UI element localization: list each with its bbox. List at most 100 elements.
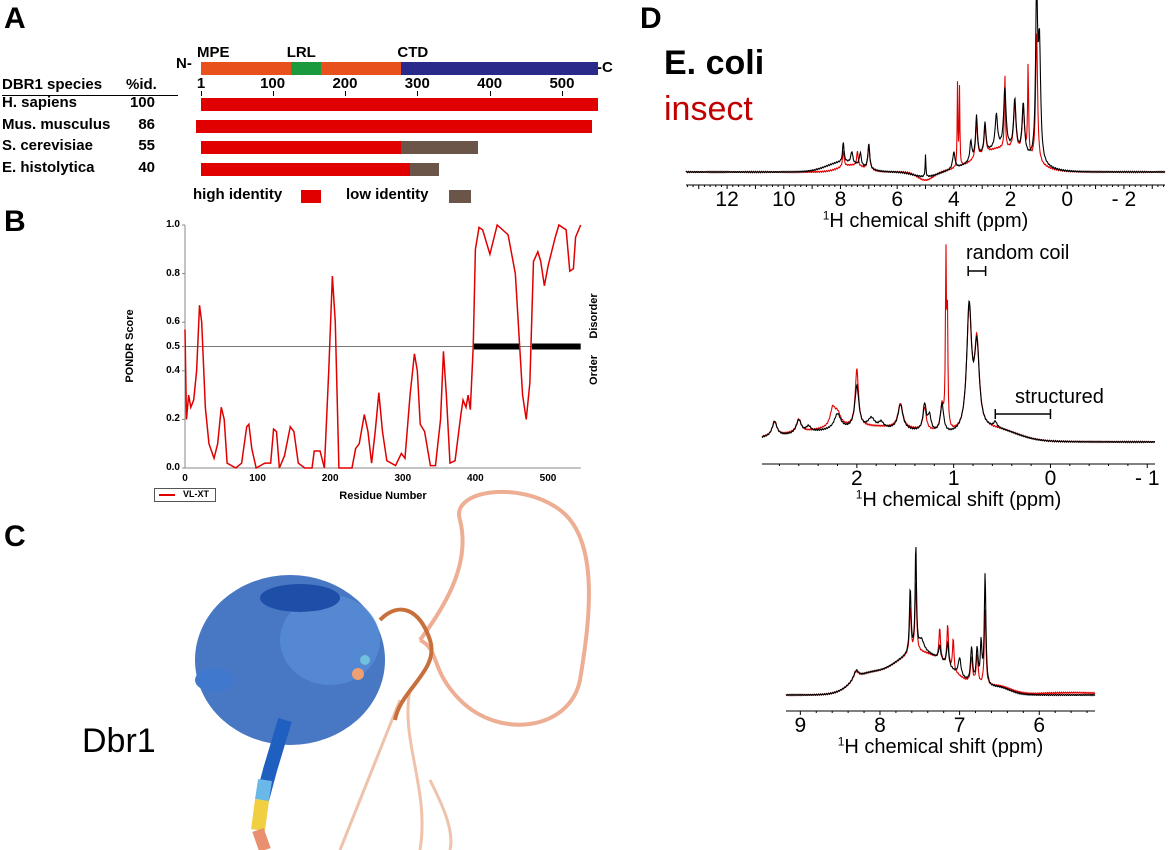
y-tick-label: 0.8 [166, 267, 180, 279]
species-header: DBR1 species [2, 76, 103, 93]
species-identity: 86 [138, 116, 155, 133]
linker-region [378, 607, 434, 721]
high-identity-bar [195, 120, 593, 133]
residue-tick-label: 1 [196, 75, 206, 92]
helix-left [195, 668, 235, 692]
residue-tick-label: 200 [332, 75, 358, 92]
species-identity: 55 [138, 137, 155, 154]
domain-label: CTD [397, 44, 429, 61]
y-tick-label: 0.6 [166, 316, 180, 328]
disordered-tail [338, 689, 453, 850]
species-name: H. sapiens [2, 94, 78, 111]
insect-legend-label: insect [664, 90, 753, 128]
species-identity: 40 [138, 159, 155, 176]
ecoli-legend-label: E. coli [664, 44, 765, 82]
nmr-tick-label: - 1 [1134, 467, 1160, 490]
nmr-tick-label: 9 [794, 714, 807, 737]
y-tick-label: 1.0 [166, 219, 180, 230]
nmr-tick-label: - 2 [1111, 188, 1137, 211]
spectrum-ecoli [785, 546, 1096, 697]
helix-low-confidence-segment [251, 799, 269, 831]
structured-domain-light [280, 595, 380, 685]
header-underline [2, 95, 178, 96]
legend-high-identity-label: high identity [193, 186, 283, 203]
spectrum-ecoli [685, 0, 1166, 178]
y-tick-label: 0.2 [166, 413, 180, 425]
identity-header: %id. [126, 76, 157, 93]
nmr-x-axis-label: 1H chemical shift (ppm) [822, 208, 1029, 232]
y-tick-label: 0.0 [166, 462, 180, 473]
species-name: Mus. musculus [2, 116, 111, 133]
x-tick-label: 0 [182, 473, 188, 484]
spectrum-ecoli [761, 299, 1156, 444]
residue-tick-mark [272, 91, 274, 96]
residue-tick-mark [561, 91, 563, 96]
legend-series-label: VL-XT [183, 489, 209, 499]
superscript-isotope: 1 [837, 734, 845, 749]
nmr-tick-label: 7 [953, 714, 966, 737]
residue-tick-mark [489, 91, 491, 96]
panel-label-b: B [4, 205, 26, 238]
spectrum-insect [761, 244, 1156, 444]
superscript-isotope: 1 [822, 208, 830, 223]
nmr-tick-label: 8 [834, 188, 847, 211]
nmr-tick-label: 6 [1033, 714, 1046, 737]
domain-segment [401, 62, 599, 75]
pondr-line [184, 223, 582, 470]
high-identity-bar [201, 98, 599, 111]
domain-segment [321, 62, 402, 75]
nmr-tick-label: 0 [1061, 188, 1074, 211]
axis-label-text: H chemical shift (ppm) [862, 489, 1062, 511]
legend-low-identity-label: low identity [346, 186, 429, 203]
helix-top [260, 584, 340, 612]
panel-label-c: C [4, 520, 26, 553]
residue-tick-label: 100 [260, 75, 286, 92]
legend-line-swatch [159, 494, 175, 496]
legend-low-identity-swatch [449, 190, 471, 203]
domain-segment [290, 62, 322, 75]
spectrum-insect [785, 582, 1096, 697]
x-tick-label: 100 [249, 473, 266, 484]
axis-label-text: H chemical shift (ppm) [829, 210, 1029, 232]
pondr-legend: VL-XT [154, 488, 216, 502]
legend-high-identity-swatch [301, 190, 321, 203]
domain-segment [201, 62, 291, 75]
panel-label-a: A [4, 2, 26, 35]
x-tick-label: 300 [394, 473, 412, 484]
species-identity: 100 [129, 94, 155, 111]
nmr-tick-label: 2 [851, 467, 863, 490]
protein-name-label: Dbr1 [82, 722, 156, 760]
nmr-tick-label: 1 [947, 467, 960, 490]
nmr-tick-label: 10 [772, 188, 796, 211]
axis-label-text: H chemical shift (ppm) [844, 736, 1044, 758]
low-identity-bar [401, 141, 479, 154]
nmr-tick-label: 8 [874, 714, 886, 737]
metal-ion-2 [360, 655, 370, 665]
nmr-tick-label: 4 [947, 188, 960, 211]
metal-ion-1 [352, 668, 364, 680]
disordered-region-bar [473, 343, 520, 350]
nmr-tick-label: 0 [1044, 467, 1057, 490]
residue-tick-mark [201, 91, 202, 96]
species-name: E. histolytica [2, 159, 95, 176]
residue-tick-mark [417, 91, 419, 96]
panel-label-d: D [640, 2, 662, 35]
x-tick-label: 400 [467, 473, 484, 484]
random-coil-annotation: random coil [966, 242, 1070, 264]
nmr-tick-label: 6 [891, 188, 903, 211]
y-tick-label: 0.4 [166, 364, 180, 376]
domain-label: LRL [286, 44, 316, 61]
nmr-x-axis-label: 1H chemical shift (ppm) [856, 488, 1062, 511]
residue-tick-label: 400 [477, 75, 503, 92]
high-identity-bar [201, 163, 411, 176]
helix-very-low-segment [252, 828, 271, 850]
residue-tick-label: 300 [404, 75, 430, 92]
nmr-tick-label: 2 [1004, 188, 1017, 211]
n-terminus-label: N- [176, 55, 192, 72]
nmr-x-axis-label: 1H chemical shift (ppm) [837, 734, 1044, 758]
high-identity-bar [201, 141, 402, 154]
structured-annotation: structured [1015, 386, 1104, 408]
helix-confident-segment [255, 778, 272, 802]
